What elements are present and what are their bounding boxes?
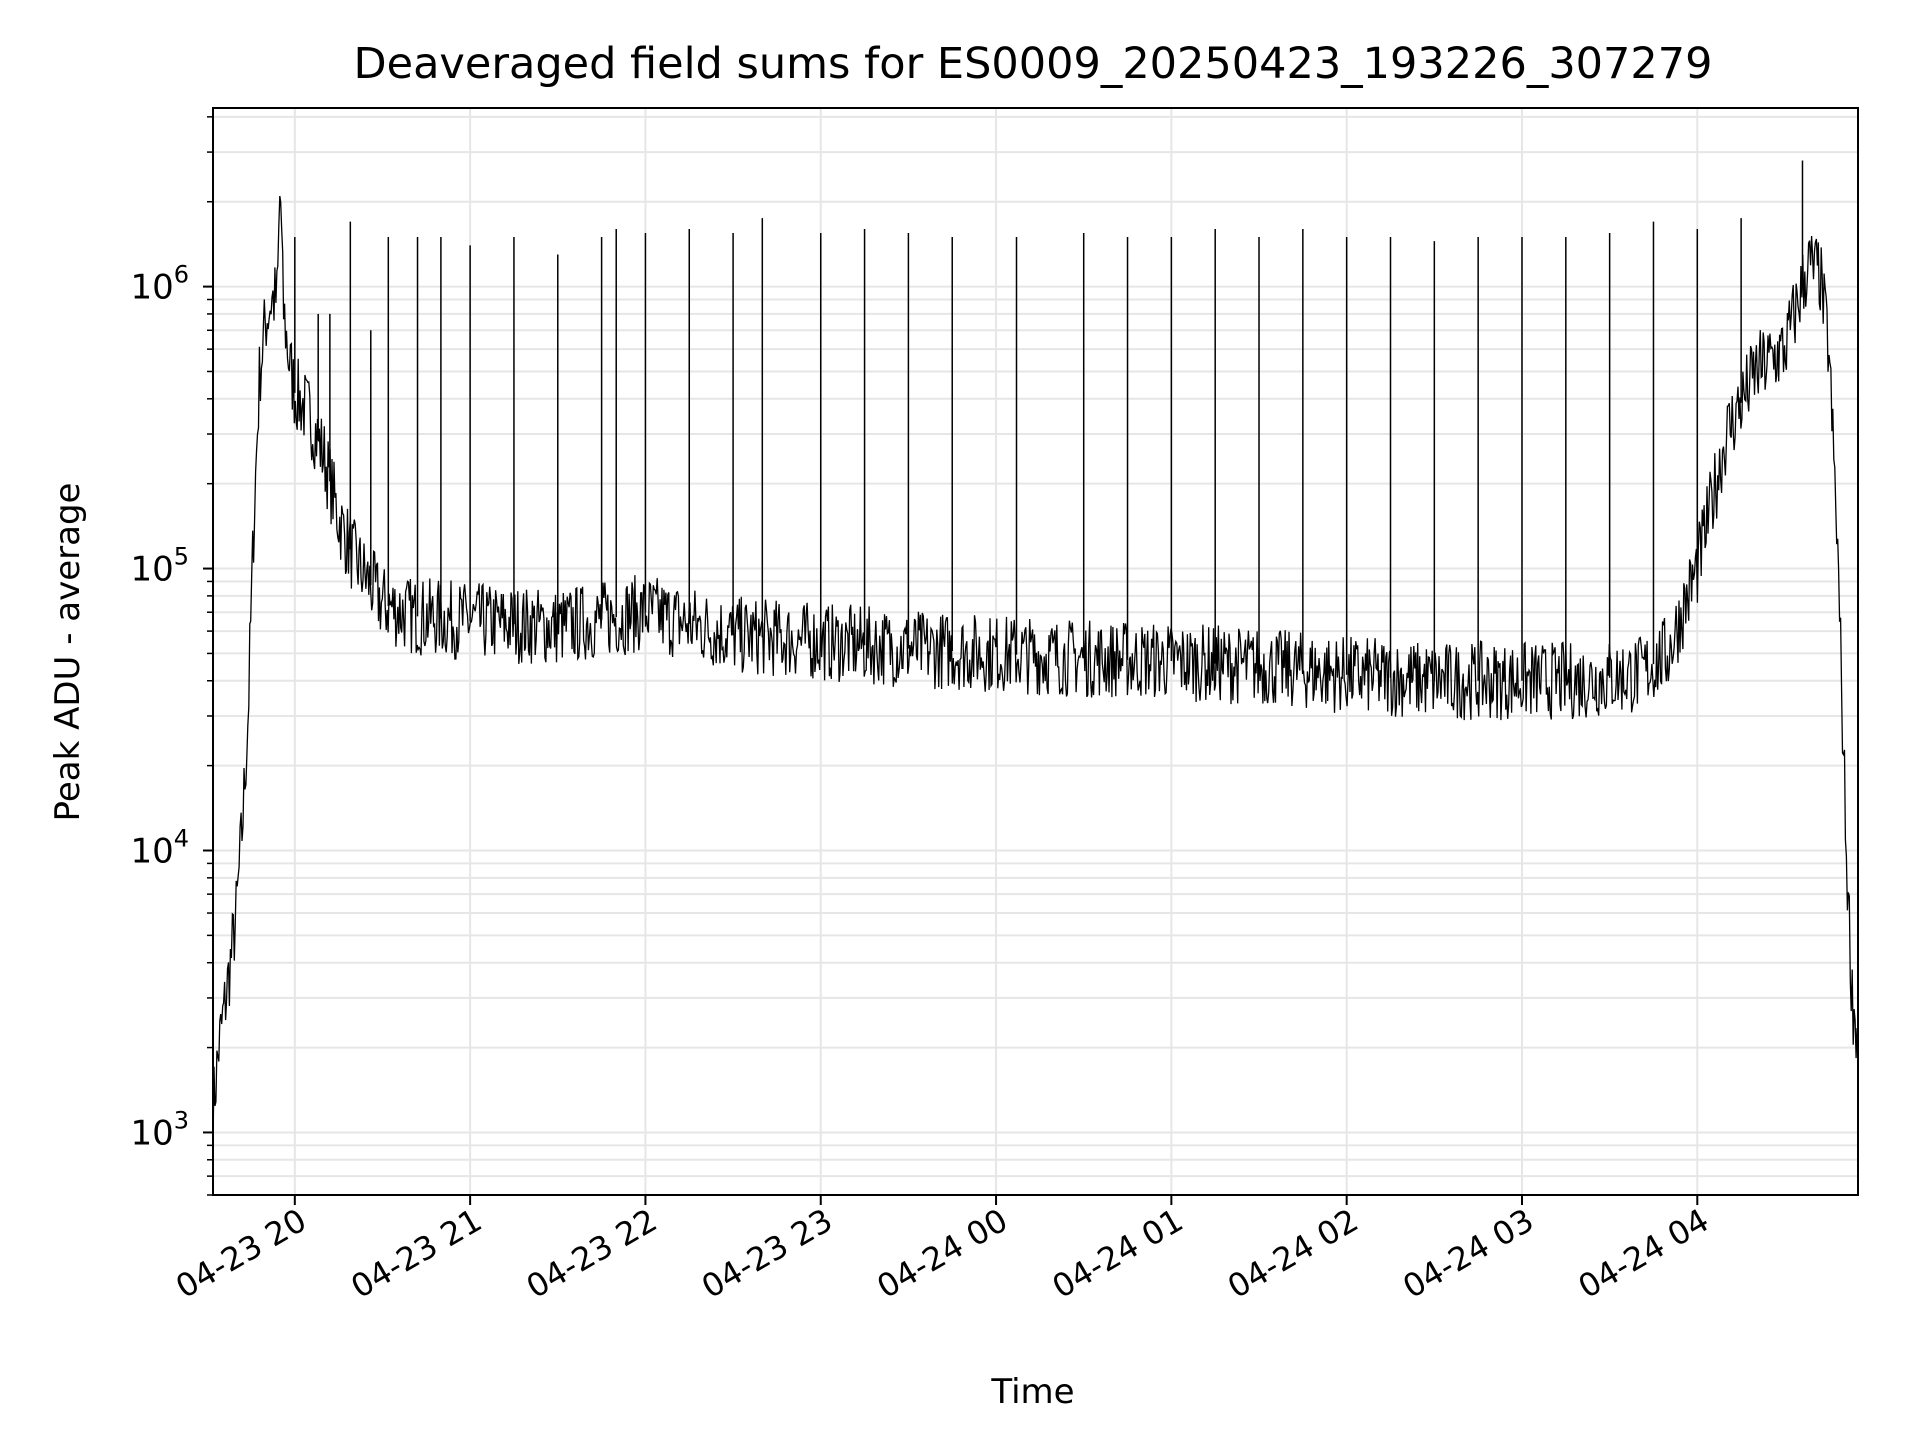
axes-frame	[212, 107, 1859, 1196]
y-tick-label: 106	[130, 261, 189, 308]
series-line	[212, 195, 1859, 1150]
y-axis: 103 104 105 106	[130, 116, 213, 1196]
x-tick-label: 04-23 22	[520, 1201, 664, 1306]
x-tick-label: 04-23 20	[169, 1201, 313, 1306]
grid	[213, 108, 1858, 1196]
chart-title: Deaveraged field sums for ES0009_2025042…	[354, 39, 1713, 89]
y-axis-title: Peak ADU - average	[48, 483, 88, 822]
y-tick-label: 105	[130, 543, 189, 590]
y-tick-label: 104	[130, 825, 189, 872]
x-axis-title: Time	[990, 1372, 1074, 1412]
x-tick-label: 04-24 04	[1572, 1201, 1716, 1306]
x-tick-label: 04-24 02	[1221, 1201, 1365, 1306]
x-axis: 04-23 20 04-23 21 04-23 22 04-23 23 04-24 00…	[169, 1195, 1715, 1306]
plot-area	[212, 160, 1859, 1150]
x-tick-label: 04-24 00	[870, 1201, 1014, 1306]
x-tick-label: 04-23 23	[695, 1201, 839, 1306]
x-tick-label: 04-24 03	[1396, 1201, 1540, 1306]
x-tick-label: 04-24 01	[1046, 1201, 1190, 1306]
y-tick-label: 103	[130, 1106, 189, 1153]
x-tick-label: 04-23 21	[345, 1201, 489, 1306]
